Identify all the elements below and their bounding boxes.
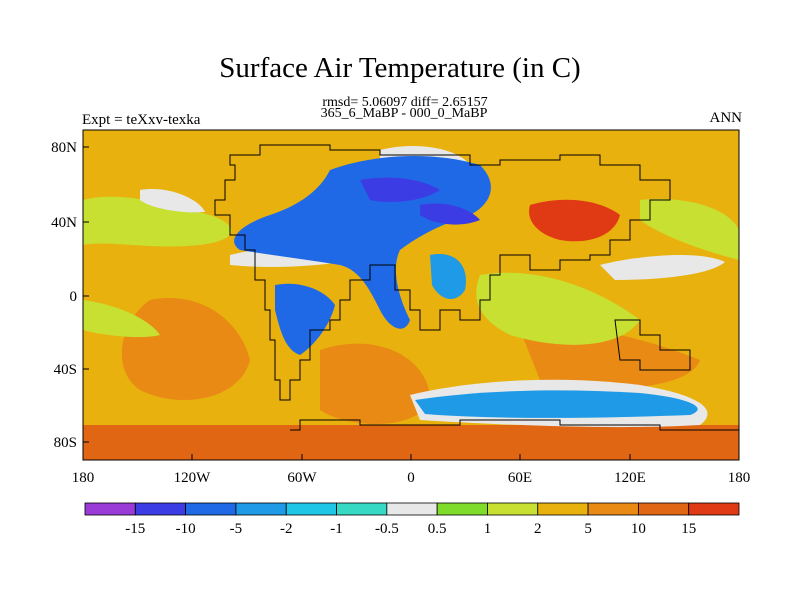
- colorbar-swatch: [134, 502, 187, 516]
- comparison-subtitle: 365_6_MaBP - 000_0_MaBP: [320, 106, 488, 121]
- colorbar-label: -5: [230, 521, 243, 537]
- y-tick-label: 40S: [54, 362, 77, 378]
- yellowgreen-zone-northpacific: [83, 196, 232, 247]
- y-tick-label: 80S: [54, 435, 77, 451]
- colorbar-swatch: [487, 502, 539, 516]
- colorbar-swatch: [637, 502, 690, 516]
- colorbar-label: 0.5: [428, 521, 447, 537]
- colorbar-label: -1: [330, 521, 343, 537]
- season-label: ANN: [709, 110, 743, 126]
- cool-region-pangea-north: [234, 155, 491, 329]
- deep-cool-region-2: [420, 203, 480, 225]
- colorbar-swatch: [285, 502, 337, 516]
- colorbar-label: 5: [584, 521, 592, 537]
- colorbar-swatch: [386, 502, 438, 516]
- y-tick-label: 0: [70, 289, 78, 305]
- yellowgreen-zone-pacific-sw: [83, 300, 160, 338]
- hot-region-asia: [529, 199, 620, 242]
- cool-region-central: [430, 254, 466, 300]
- y-axis: 80N 40N 0 40S 80S: [51, 140, 89, 451]
- colorbar-label: -2: [280, 521, 293, 537]
- x-tick-label: 120W: [174, 470, 212, 486]
- x-tick-label: 120E: [614, 470, 646, 486]
- experiment-label: Expt = teXxv-texka: [82, 112, 201, 128]
- warm-patch-atlantic: [320, 343, 430, 424]
- chart-title: Surface Air Temperature (in C): [219, 52, 581, 84]
- colorbar-swatch: [185, 502, 237, 516]
- colorbar-label: 15: [681, 521, 696, 537]
- stats-subtitle: rmsd= 5.06097 diff= 2.65157: [322, 95, 488, 110]
- colorbar-swatch: [84, 502, 136, 516]
- colorbar: -15 -10 -5 -2 -1 -0.5 0.5 1 2 5 10 15: [84, 502, 740, 537]
- x-tick-label: 180: [728, 470, 751, 486]
- x-tick-label: 60E: [508, 470, 532, 486]
- colorbar-label: -15: [125, 521, 145, 537]
- nearzero-zone-3: [600, 254, 725, 280]
- deep-cool-region-1: [360, 177, 440, 202]
- nearzero-zone-1: [140, 189, 205, 213]
- yellowgreen-zone-indian: [476, 272, 640, 345]
- colorbar-swatch: [587, 502, 639, 516]
- cool-region-west: [275, 283, 335, 355]
- yellowgreen-zone-pacific-nw: [640, 199, 739, 260]
- warm-patch-pacific: [121, 298, 251, 400]
- coastline-outline: [214, 144, 739, 431]
- colorbar-swatch: [436, 502, 488, 516]
- cool-region-southern-ocean: [415, 390, 698, 418]
- x-tick-label: 0: [407, 470, 415, 486]
- colorbar-label: -0.5: [375, 521, 399, 537]
- colorbar-swatch: [537, 502, 589, 516]
- x-axis: 180 120W 60W 0 60E 120E 180: [72, 454, 751, 486]
- colorbar-label: 10: [631, 521, 646, 537]
- colorbar-swatch: [336, 502, 388, 516]
- colorbar-swatch: [688, 502, 740, 516]
- x-tick-label: 180: [72, 470, 95, 486]
- colorbar-label: -10: [176, 521, 196, 537]
- x-tick-label: 60W: [287, 470, 317, 486]
- map-plot-area: [82, 129, 740, 461]
- colorbar-label: 1: [484, 521, 492, 537]
- colorbar-swatch: [235, 502, 287, 516]
- y-tick-label: 80N: [51, 140, 77, 156]
- y-tick-label: 40N: [51, 215, 77, 231]
- colorbar-label: 2: [534, 521, 542, 537]
